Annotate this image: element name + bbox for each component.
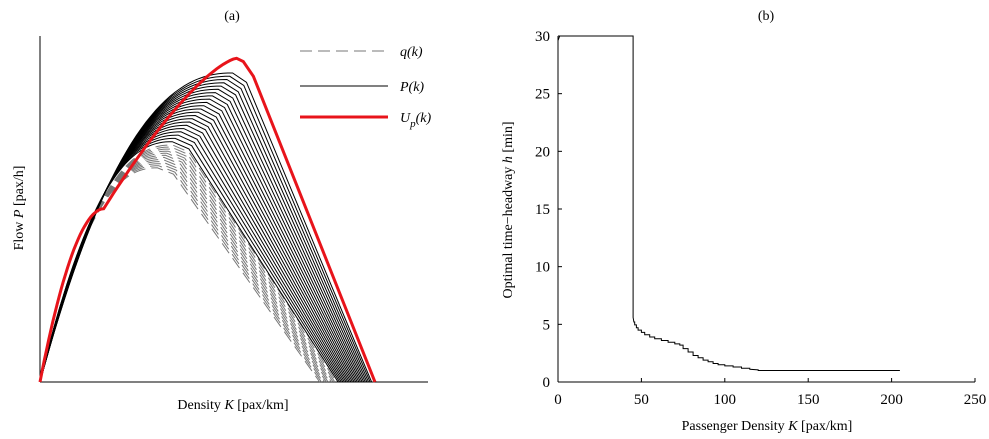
- upper-bound-curve: [38, 56, 377, 383]
- panel-b-label: (b): [758, 9, 775, 24]
- panel-a-label: (a): [224, 9, 240, 24]
- panel-a-y-label: Flow P [pax/h]: [12, 166, 27, 251]
- panel-b-y-label: Optimal time−headway h [min]: [501, 121, 516, 298]
- p-curve-6: [39, 124, 347, 383]
- x-tick-label: 100: [714, 392, 737, 408]
- q-curve-12: [39, 144, 339, 383]
- p-curve-11: [39, 108, 355, 383]
- p-curve-2: [39, 137, 341, 383]
- p-curve-16: [39, 92, 363, 383]
- y-tick-label: 20: [535, 144, 550, 160]
- p-curve-13: [39, 101, 358, 383]
- y-tick-label: 5: [543, 317, 551, 333]
- q-curve-11: [39, 146, 337, 383]
- q-curve-1: [39, 167, 321, 383]
- y-tick-label: 15: [535, 202, 550, 218]
- panel-a-x-label: Density K [pax/km]: [177, 398, 288, 413]
- panel-b-x-label: Passenger Density K [pax/km]: [682, 419, 853, 434]
- panel-b: (b) 0 50 100 150 200 250 0 5 10 15 20 25 30 Passeng…: [501, 9, 986, 434]
- x-tick-label: 50: [634, 392, 649, 408]
- y-tick-label: 0: [543, 375, 551, 391]
- y-tick-label: 25: [535, 87, 550, 103]
- legend-u-label: Up(k): [400, 111, 432, 130]
- p-curves: [39, 72, 373, 383]
- legend: q(k) P(k) Up(k): [300, 45, 432, 130]
- headway-series-line: [557, 35, 900, 371]
- x-tick-label: 150: [797, 392, 820, 408]
- p-curve-17: [39, 88, 365, 383]
- legend-p-label: P(k): [399, 80, 424, 95]
- panel-b-x-ticks: 0 50 100 150 200 250: [554, 378, 986, 408]
- x-tick-label: 0: [554, 392, 562, 408]
- legend-q-label: q(k): [400, 45, 423, 60]
- panel-b-y-ticks: 0 5 10 15 20 25 30: [535, 29, 562, 391]
- y-tick-label: 10: [535, 260, 550, 276]
- y-tick-label: 30: [535, 29, 550, 45]
- panel-a: (a) q(k) P(k) Up(k) Density K [pax/km] F…: [12, 9, 432, 413]
- x-tick-label: 200: [880, 392, 903, 408]
- x-tick-label: 250: [964, 392, 987, 408]
